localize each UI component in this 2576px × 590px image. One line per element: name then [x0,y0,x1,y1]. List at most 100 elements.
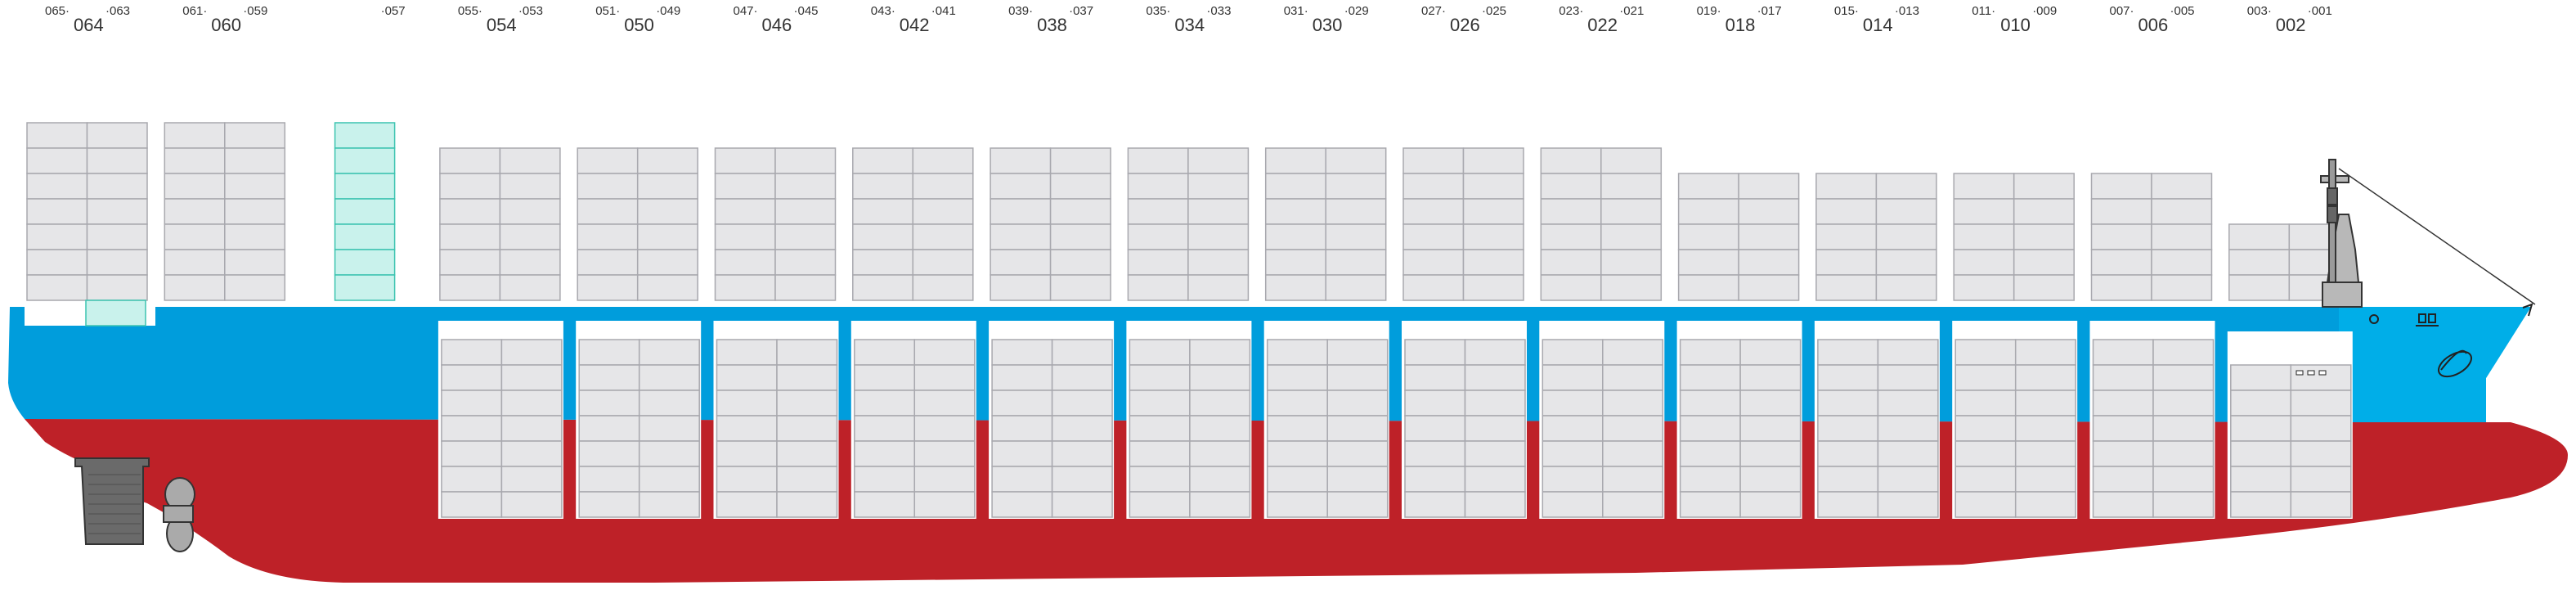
hold-container[interactable] [1404,491,1466,518]
deck-container[interactable] [224,198,286,225]
hold-container[interactable] [1051,415,1113,442]
deck-container[interactable] [1875,249,1937,276]
hold-container[interactable] [1679,390,1741,417]
deck-container[interactable] [26,274,88,301]
hold-container[interactable] [1129,491,1191,518]
deck-container[interactable] [1049,223,1111,250]
hold-container[interactable] [2152,390,2215,417]
deck-container[interactable] [1677,173,1739,200]
deck-container[interactable] [1049,249,1111,276]
hold-container[interactable] [1739,390,1802,417]
deck-container[interactable] [1738,274,1800,301]
hold-container[interactable] [991,440,1053,467]
hold-container[interactable] [776,415,838,442]
deck-container[interactable] [1677,223,1739,250]
hold-container[interactable] [1817,339,1879,366]
hold-container[interactable] [2092,390,2154,417]
hold-container[interactable] [500,390,563,417]
deck-container[interactable] [164,147,226,174]
deck-container[interactable] [1540,274,1602,301]
deck-container[interactable] [912,173,974,200]
deck-container[interactable] [224,249,286,276]
deck-container[interactable] [636,249,698,276]
deck-container[interactable] [26,173,88,200]
deck-container[interactable] [1600,198,1663,225]
hold-container[interactable] [1404,415,1466,442]
deck-container[interactable] [636,198,698,225]
hold-container[interactable] [1602,339,1664,366]
deck-container[interactable] [334,147,396,174]
deck-container[interactable] [1462,147,1524,174]
hold-container[interactable] [1954,390,2017,417]
hold-container[interactable] [776,364,838,391]
hold-container[interactable] [1877,390,1939,417]
deck-container[interactable] [1953,274,2015,301]
hold-container[interactable] [1189,466,1251,493]
hold-container[interactable] [2014,415,2076,442]
deck-container[interactable] [577,198,639,225]
hold-container[interactable] [1051,364,1113,391]
hold-container[interactable] [441,415,503,442]
hold-container[interactable] [1189,390,1251,417]
deck-container[interactable] [1325,223,1387,250]
deck-container[interactable] [1462,198,1524,225]
hold-container[interactable] [991,415,1053,442]
hold-container[interactable] [2152,440,2215,467]
deck-container[interactable] [164,122,226,149]
hold-container[interactable] [1326,440,1389,467]
hold-container[interactable] [638,339,700,366]
deck-container[interactable] [2228,249,2291,276]
hold-container[interactable] [1189,364,1251,391]
deck-container[interactable] [990,198,1052,225]
deck-container[interactable] [912,249,974,276]
deck-container[interactable] [714,173,776,200]
deck-container[interactable] [2228,223,2291,250]
deck-container[interactable] [1953,173,2015,200]
deck-container[interactable] [1953,198,2015,225]
deck-container[interactable] [1600,147,1663,174]
hold-container[interactable] [1404,440,1466,467]
hold-container[interactable] [578,491,640,518]
hold-container[interactable] [776,466,838,493]
hold-container[interactable] [1404,364,1466,391]
hold-container[interactable] [578,390,640,417]
deck-container[interactable] [2013,198,2075,225]
hold-container[interactable] [638,390,700,417]
deck-container[interactable] [2090,274,2152,301]
deck-container[interactable] [912,198,974,225]
deck-container[interactable] [1815,223,1878,250]
deck-container[interactable] [224,173,286,200]
deck-container[interactable] [1600,274,1663,301]
hold-container[interactable] [2014,491,2076,518]
hold-container[interactable] [776,339,838,366]
deck-container[interactable] [636,173,698,200]
hold-container[interactable] [1189,440,1251,467]
hold-container[interactable] [1739,440,1802,467]
hold-container[interactable] [500,364,563,391]
hold-container[interactable] [1129,466,1191,493]
hold-container[interactable] [500,491,563,518]
hold-container[interactable] [2014,390,2076,417]
hold-container[interactable] [2014,339,2076,366]
hold-container[interactable] [1266,364,1328,391]
hold-container[interactable] [2290,466,2352,493]
hold-container[interactable] [1266,390,1328,417]
hold-container[interactable] [2290,440,2352,467]
deck-container[interactable] [990,173,1052,200]
hold-container[interactable] [1266,415,1328,442]
hold-container[interactable] [1877,339,1939,366]
hold-container[interactable] [1954,415,2017,442]
deck-container[interactable] [439,249,501,276]
deck-container[interactable] [577,249,639,276]
deck-container[interactable] [1127,274,1189,301]
hold-container[interactable] [638,466,700,493]
hold-container[interactable] [1051,466,1113,493]
hold-container[interactable] [638,440,700,467]
hold-container[interactable] [854,390,916,417]
deck-container[interactable] [1264,147,1326,174]
deck-container[interactable] [1600,223,1663,250]
hold-container[interactable] [1954,339,2017,366]
hold-container[interactable] [1679,466,1741,493]
hold-container[interactable] [716,390,778,417]
hold-container[interactable] [776,491,838,518]
